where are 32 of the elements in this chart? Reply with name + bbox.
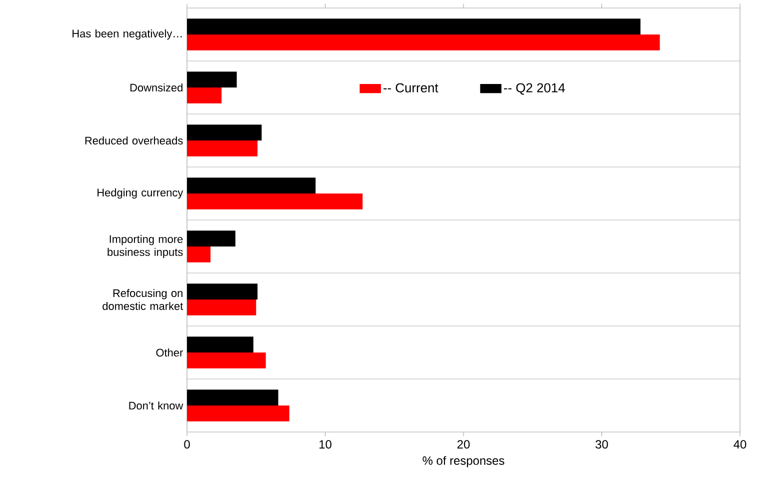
bar <box>187 336 254 353</box>
y-tick-label: Has been negatively… <box>72 29 182 40</box>
x-tick-label: 0 <box>184 440 190 449</box>
legend-label: -- Current <box>384 83 438 92</box>
y-tick-label: Refocusing on domestic market <box>102 289 184 310</box>
y-tick-label: Other <box>156 348 183 357</box>
y-tick-label: Don’t know <box>129 401 184 410</box>
x-tick-label: 30 <box>596 440 608 449</box>
bar <box>187 72 237 88</box>
bar <box>187 230 236 247</box>
bar <box>187 300 256 316</box>
bar <box>187 406 290 422</box>
x-tick-label: 20 <box>457 440 470 449</box>
y-tick-label: Downsized <box>130 83 182 92</box>
x-tick-label: 40 <box>734 440 746 449</box>
bar <box>187 284 258 300</box>
y-tick-label: Reduced overheads <box>85 136 183 145</box>
bar <box>187 34 660 50</box>
bar <box>187 178 316 194</box>
y-tick-label: Hedging currency <box>98 188 184 199</box>
legend-label: -- Q2 2014 <box>504 83 565 95</box>
bar <box>187 352 266 368</box>
bar <box>187 390 278 406</box>
bar <box>187 124 262 141</box>
bar <box>187 88 222 104</box>
bar <box>187 18 640 35</box>
bar <box>187 140 258 156</box>
x-tick-label: 10 <box>320 440 332 449</box>
bar <box>187 194 363 210</box>
y-tick-label: Importing more business inputs <box>108 234 183 258</box>
bar <box>187 246 211 262</box>
x-axis-title: % of responses <box>422 456 504 468</box>
